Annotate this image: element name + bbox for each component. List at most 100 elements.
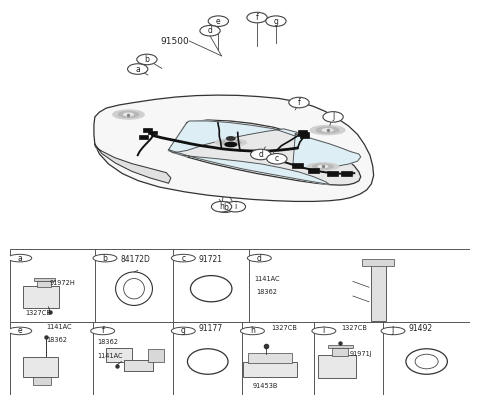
Circle shape bbox=[266, 16, 286, 26]
Bar bbox=[33, 377, 51, 385]
Circle shape bbox=[8, 254, 32, 262]
Text: d: d bbox=[208, 26, 213, 35]
Circle shape bbox=[200, 26, 220, 36]
FancyBboxPatch shape bbox=[362, 259, 395, 266]
Text: g: g bbox=[274, 17, 278, 26]
Text: b: b bbox=[223, 203, 228, 211]
Text: 1327CB: 1327CB bbox=[341, 325, 367, 331]
Text: 91971J: 91971J bbox=[349, 350, 372, 356]
Circle shape bbox=[171, 327, 195, 335]
Text: h: h bbox=[250, 326, 255, 336]
Circle shape bbox=[251, 149, 271, 160]
Ellipse shape bbox=[124, 113, 133, 116]
Text: J: J bbox=[392, 326, 394, 336]
Text: 18362: 18362 bbox=[97, 339, 118, 345]
Circle shape bbox=[211, 201, 232, 212]
Circle shape bbox=[267, 154, 287, 164]
Circle shape bbox=[247, 12, 267, 23]
Text: e: e bbox=[216, 17, 221, 26]
Bar bbox=[34, 278, 55, 280]
FancyBboxPatch shape bbox=[318, 355, 356, 378]
Ellipse shape bbox=[225, 142, 237, 146]
Text: b: b bbox=[103, 254, 108, 263]
Circle shape bbox=[247, 254, 271, 262]
Ellipse shape bbox=[307, 163, 338, 170]
Text: e: e bbox=[17, 326, 22, 336]
Text: 91177: 91177 bbox=[199, 324, 223, 332]
Ellipse shape bbox=[118, 112, 139, 117]
FancyBboxPatch shape bbox=[248, 353, 292, 363]
Text: 91492: 91492 bbox=[408, 324, 432, 332]
Text: h: h bbox=[219, 202, 224, 211]
Ellipse shape bbox=[318, 166, 328, 168]
Bar bbox=[143, 128, 153, 132]
FancyBboxPatch shape bbox=[124, 360, 153, 371]
Text: 18362: 18362 bbox=[256, 288, 277, 294]
Polygon shape bbox=[168, 120, 361, 185]
Bar bbox=[326, 171, 338, 176]
Text: i: i bbox=[234, 202, 237, 211]
Bar bbox=[341, 171, 352, 176]
FancyBboxPatch shape bbox=[23, 357, 58, 377]
Text: b: b bbox=[144, 55, 149, 64]
Text: J: J bbox=[332, 113, 334, 121]
Ellipse shape bbox=[215, 139, 246, 146]
Circle shape bbox=[93, 254, 117, 262]
Text: 1327CB: 1327CB bbox=[25, 310, 51, 316]
Text: 1141AC: 1141AC bbox=[254, 275, 279, 282]
Circle shape bbox=[289, 97, 309, 108]
Text: f: f bbox=[256, 13, 258, 22]
Circle shape bbox=[128, 64, 148, 74]
Text: 1141AC: 1141AC bbox=[97, 353, 123, 359]
Ellipse shape bbox=[310, 126, 345, 134]
Text: 91453B: 91453B bbox=[252, 383, 278, 389]
Bar bbox=[372, 260, 386, 321]
FancyBboxPatch shape bbox=[148, 350, 164, 362]
Circle shape bbox=[323, 112, 343, 122]
Circle shape bbox=[215, 202, 235, 212]
Polygon shape bbox=[95, 144, 171, 183]
Circle shape bbox=[225, 201, 246, 212]
Text: g: g bbox=[181, 326, 186, 336]
Circle shape bbox=[381, 327, 405, 335]
Bar bbox=[332, 348, 348, 356]
Circle shape bbox=[208, 16, 228, 26]
Ellipse shape bbox=[316, 127, 339, 133]
Ellipse shape bbox=[113, 110, 144, 119]
Ellipse shape bbox=[227, 137, 235, 140]
Bar bbox=[37, 280, 51, 286]
Polygon shape bbox=[168, 150, 330, 185]
Bar bbox=[327, 345, 353, 348]
FancyBboxPatch shape bbox=[243, 361, 298, 377]
Text: c: c bbox=[181, 254, 185, 263]
Circle shape bbox=[240, 327, 264, 335]
Bar bbox=[139, 135, 148, 139]
Bar bbox=[148, 130, 157, 134]
Circle shape bbox=[91, 327, 115, 335]
Text: 91972H: 91972H bbox=[50, 280, 76, 286]
FancyBboxPatch shape bbox=[106, 348, 132, 362]
Circle shape bbox=[137, 54, 157, 65]
Circle shape bbox=[171, 254, 195, 262]
Ellipse shape bbox=[313, 164, 333, 169]
Bar bbox=[308, 168, 319, 173]
Text: d: d bbox=[258, 150, 263, 159]
Text: 91721: 91721 bbox=[199, 255, 223, 264]
Bar bbox=[300, 132, 309, 138]
Text: 91500: 91500 bbox=[160, 37, 189, 45]
Bar bbox=[298, 130, 307, 136]
Polygon shape bbox=[168, 121, 298, 153]
Text: 1327CB: 1327CB bbox=[271, 325, 297, 331]
Text: 18362: 18362 bbox=[47, 337, 68, 343]
Text: f: f bbox=[298, 98, 300, 107]
Circle shape bbox=[312, 327, 336, 335]
FancyBboxPatch shape bbox=[23, 286, 59, 308]
Bar bbox=[292, 163, 303, 168]
Ellipse shape bbox=[226, 142, 236, 144]
Text: f: f bbox=[101, 326, 104, 336]
Text: c: c bbox=[275, 154, 279, 163]
Ellipse shape bbox=[221, 140, 241, 145]
Polygon shape bbox=[293, 134, 361, 168]
Circle shape bbox=[8, 327, 32, 335]
Text: 1141AC: 1141AC bbox=[47, 324, 72, 330]
